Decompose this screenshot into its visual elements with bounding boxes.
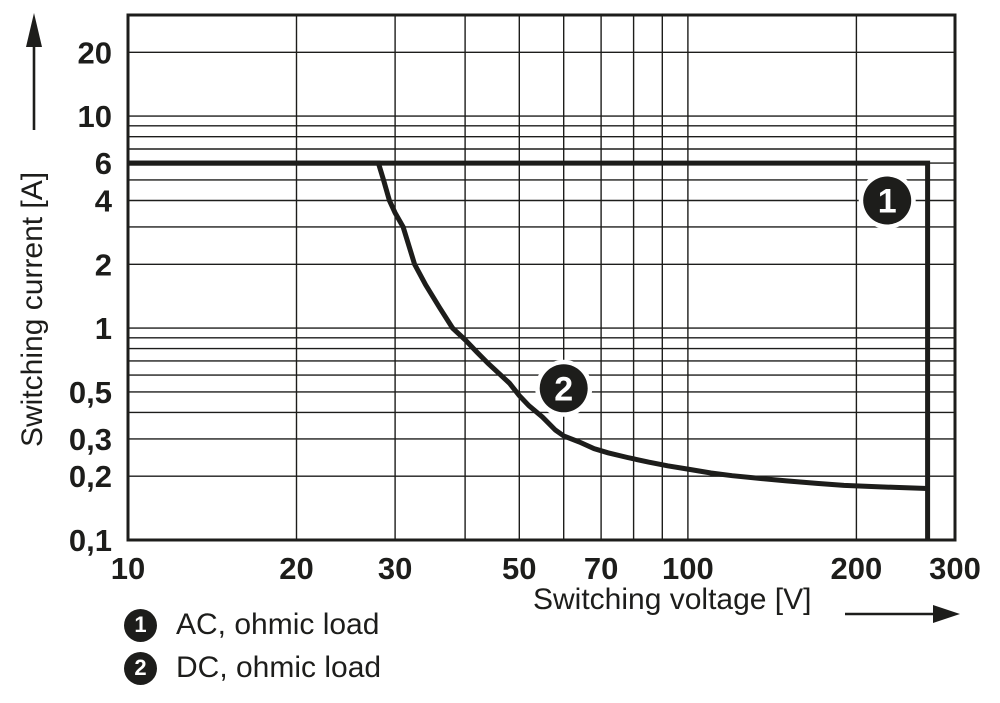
svg-text:1: 1 [878, 183, 897, 221]
legend-badge-2-icon: 2 [124, 651, 157, 685]
grid-layer [127, 14, 956, 541]
tick-layer: 10 20 30 50 70 100 200 300 20 10 64 2 1 0,5 0,30,2 0,1 [69, 35, 981, 586]
legend-badge-1-icon: 1 [124, 608, 157, 642]
curve-dc [128, 160, 928, 491]
legend: 1 AC, ohmic load 2 DC, ohmic load [124, 608, 381, 685]
x-tick-label: 20 [279, 551, 313, 586]
y-tick-label: 1 [95, 311, 112, 346]
y-tick-label: 0,2 [69, 459, 112, 494]
badge-layer: 12 [535, 172, 916, 417]
svg-text:2: 2 [554, 370, 573, 408]
curve-marker-badge-1: 1 [858, 172, 916, 229]
x-tick-label: 100 [662, 551, 714, 586]
x-axis-arrow-icon [845, 605, 960, 623]
legend-label-ac: AC, ohmic load [176, 608, 380, 641]
plot-border [126, 13, 957, 542]
legend-item-dc: 2 DC, ohmic load [124, 651, 381, 685]
x-tick-label: 10 [111, 551, 145, 586]
y-tick-label: 0,3 [69, 422, 112, 457]
curve-layer [128, 160, 931, 540]
curve-marker-badge-2: 2 [535, 359, 593, 417]
y-tick-label: 6 [95, 146, 112, 181]
curve-ac [128, 160, 931, 540]
legend-item-ac: 1 AC, ohmic load [124, 608, 381, 642]
x-axis-title: Switching voltage [V] [533, 583, 812, 616]
legend-label-dc: DC, ohmic load [176, 651, 382, 684]
y-tick-label: 10 [78, 99, 112, 134]
x-tick-label: 200 [831, 551, 883, 586]
y-axis-arrow-icon [26, 13, 42, 130]
y-tick-label: 0,5 [69, 375, 112, 410]
x-tick-label: 50 [502, 551, 536, 586]
x-tick-label: 300 [929, 551, 981, 586]
y-tick-label: 4 [95, 184, 113, 219]
y-tick-label: 0,1 [69, 523, 112, 558]
y-axis-title: Switching current [A] [16, 171, 49, 447]
x-tick-label: 30 [378, 551, 412, 586]
y-tick-label: 20 [78, 35, 112, 70]
x-tick-label: 70 [584, 551, 618, 586]
y-tick-label: 2 [95, 247, 112, 282]
